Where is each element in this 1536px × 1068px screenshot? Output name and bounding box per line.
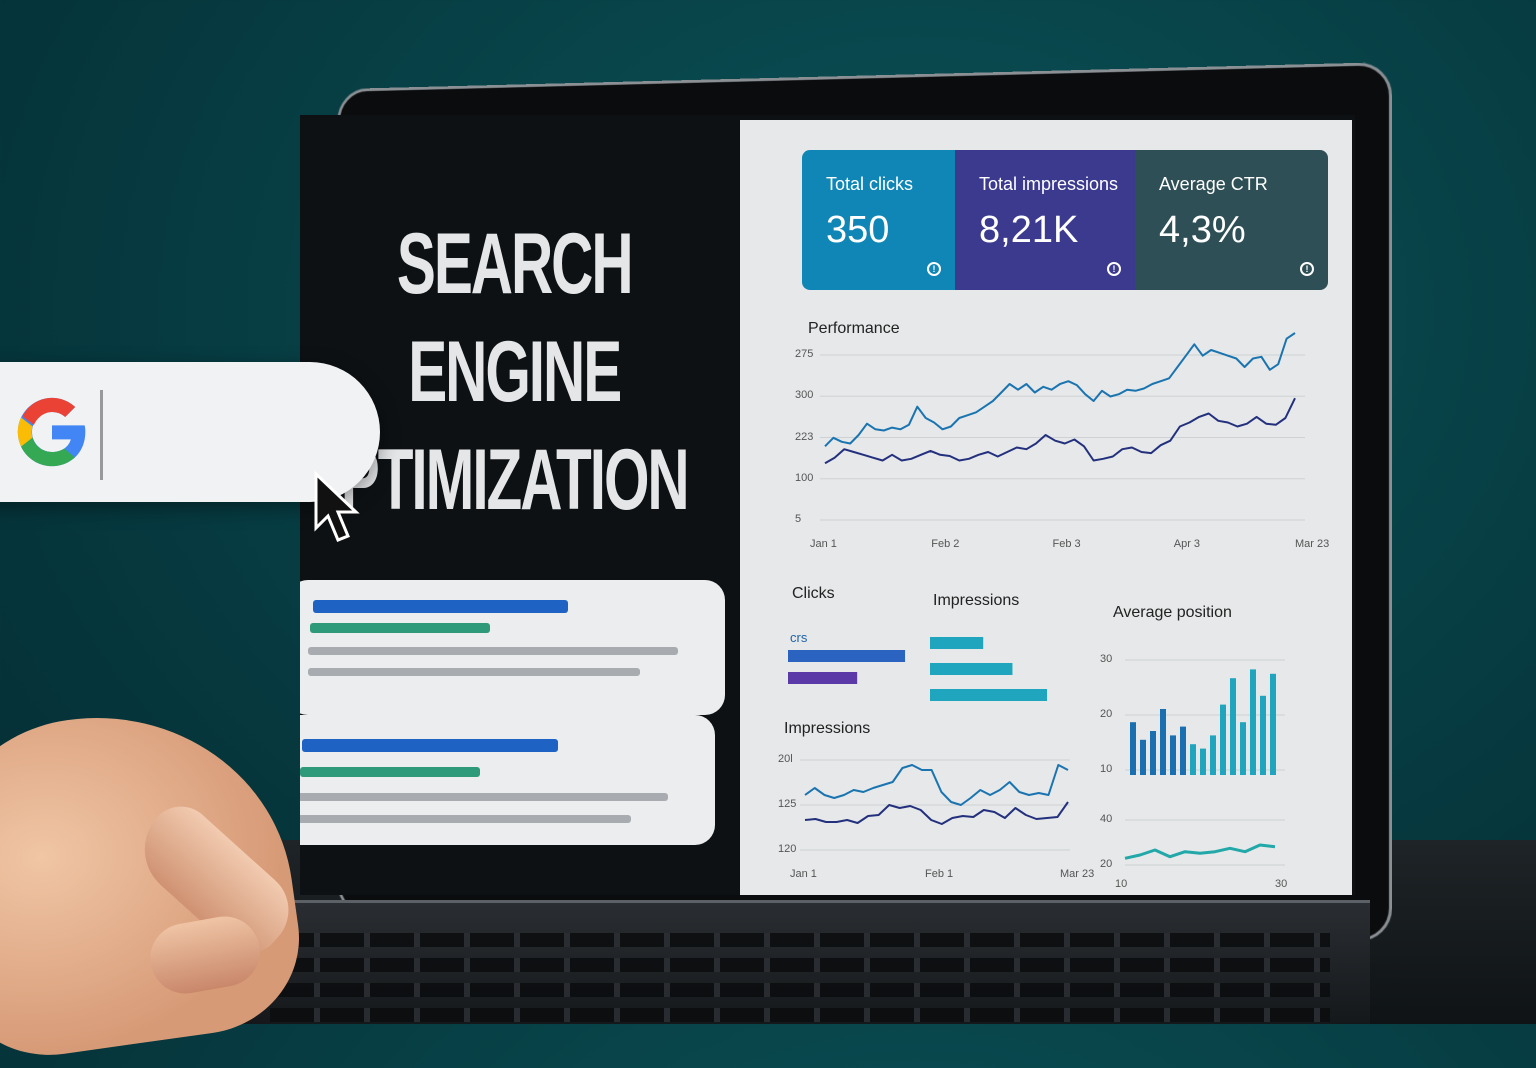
key-row — [270, 983, 1330, 997]
kpi-label: Total impressions — [979, 174, 1119, 194]
impressions-chart-title: Impressions — [784, 720, 871, 737]
x-tick-label: Jan 1 — [810, 538, 837, 550]
impressions-bar — [930, 637, 984, 649]
x-tick-label: Feb 1 — [925, 868, 954, 880]
dashboard-charts — [788, 332, 1305, 866]
average-position-bar — [1150, 731, 1156, 775]
average-position-bar — [1210, 735, 1216, 775]
info-icon[interactable]: ! — [927, 262, 941, 276]
search-result-card[interactable] — [300, 580, 725, 715]
y-tick-label: 100 — [795, 471, 814, 484]
average-position-bar — [1200, 748, 1206, 775]
y-tick-label: 40 — [1100, 813, 1113, 825]
x-tick-label: 10 — [1115, 878, 1128, 890]
clicks-title: Clicks — [792, 585, 835, 602]
result-title-bar — [302, 739, 558, 752]
kpi-label: Total clicks — [826, 174, 914, 194]
average-position-bar — [1180, 726, 1186, 775]
hero-line-2: ENGINE — [408, 324, 622, 420]
kpi-value: 4,3% — [1159, 209, 1246, 251]
average-position-bar — [1160, 709, 1166, 775]
y-tick-label: 223 — [795, 430, 814, 443]
performance-series-line — [824, 332, 1296, 448]
result-title-bar — [313, 600, 568, 613]
performance-series-line — [824, 397, 1296, 465]
x-tick-label: Jan 1 — [790, 868, 817, 880]
keyboard — [150, 900, 1370, 1024]
average-position-bar — [1250, 669, 1256, 775]
average-position-title: Average position — [1113, 604, 1232, 621]
kpi-row: Total clicks 350 ! Total impressions 8,2… — [802, 150, 1328, 290]
impressions-title: Impressions — [933, 592, 1020, 609]
y-tick-label: 125 — [778, 798, 797, 810]
search-caret — [100, 390, 103, 480]
y-tick-label: 20 — [1100, 708, 1113, 720]
kpi-total-clicks[interactable]: Total clicks 350 ! — [802, 150, 955, 290]
result-url-bar — [300, 767, 480, 777]
y-tick-label: 5 — [795, 513, 802, 525]
y-tick-label: 30 — [1100, 653, 1113, 665]
result-text-bar — [308, 647, 678, 655]
hero-line-3: PTIMIZATION — [340, 432, 690, 528]
kpi-label: Average CTR — [1159, 174, 1268, 194]
y-tick-label: 275 — [795, 348, 814, 360]
y-tick-label: 120 — [778, 843, 797, 855]
x-tick-label: Apr 3 — [1173, 538, 1201, 550]
clicks-bar — [788, 672, 858, 684]
result-text-bar — [308, 668, 640, 676]
hero-title: SEARCH ENGINE PTIMIZATION — [300, 210, 728, 534]
average-position-line — [1124, 843, 1276, 860]
average-position-bar — [1270, 673, 1276, 775]
average-position-bar — [1140, 739, 1146, 775]
average-position-bar — [1230, 678, 1236, 775]
average-position-bar — [1260, 695, 1266, 775]
y-tick-label: 10 — [1100, 763, 1113, 775]
result-text-bar — [300, 793, 668, 801]
clicks-bar — [788, 650, 906, 662]
x-tick-label: Feb 3 — [1052, 538, 1081, 550]
kpi-average-ctr[interactable]: Average CTR 4,3% ! — [1135, 150, 1328, 290]
result-text-bar — [300, 815, 631, 823]
info-icon[interactable]: ! — [1300, 262, 1314, 276]
average-position-bar — [1170, 735, 1176, 775]
search-result-card[interactable] — [300, 715, 715, 845]
impressions-bar — [930, 663, 1013, 675]
y-tick-label: 20l — [778, 753, 793, 765]
performance-title: Performance — [808, 320, 900, 337]
kpi-value: 8,21K — [979, 209, 1079, 251]
key-row — [270, 933, 1330, 947]
x-tick-label: Feb 2 — [931, 538, 960, 550]
average-position-bar — [1240, 722, 1246, 775]
impressions-series-line — [804, 764, 1069, 806]
key-row — [270, 1008, 1330, 1022]
average-position-bar — [1190, 744, 1196, 775]
x-tick-label: Mar 23 — [1295, 538, 1330, 550]
x-tick-label: 30 — [1275, 878, 1288, 890]
key-row — [270, 958, 1330, 972]
x-tick-label: Mar 23 — [1060, 868, 1095, 880]
laptop-screen: SEARCH ENGINE PTIMIZATION Total clicks 3… — [300, 115, 1355, 895]
average-position-bar — [1130, 722, 1136, 775]
hero-line-1: SEARCH — [396, 216, 634, 312]
info-icon[interactable]: ! — [1107, 262, 1121, 276]
impressions-series-line — [804, 801, 1069, 825]
google-logo-icon — [17, 397, 86, 467]
analytics-dashboard: Total clicks 350 ! Total impressions 8,2… — [740, 120, 1352, 895]
result-url-bar — [310, 623, 490, 633]
clicks-legend: crs — [790, 630, 808, 645]
y-tick-label: 300 — [795, 389, 814, 402]
kpi-value: 350 — [826, 209, 890, 251]
kpi-total-impressions[interactable]: Total impressions 8,21K ! — [955, 150, 1135, 290]
mouse-cursor-icon — [314, 470, 360, 542]
impressions-bar — [930, 689, 1048, 701]
y-tick-label: 20 — [1100, 858, 1113, 870]
average-position-bar — [1220, 704, 1226, 775]
